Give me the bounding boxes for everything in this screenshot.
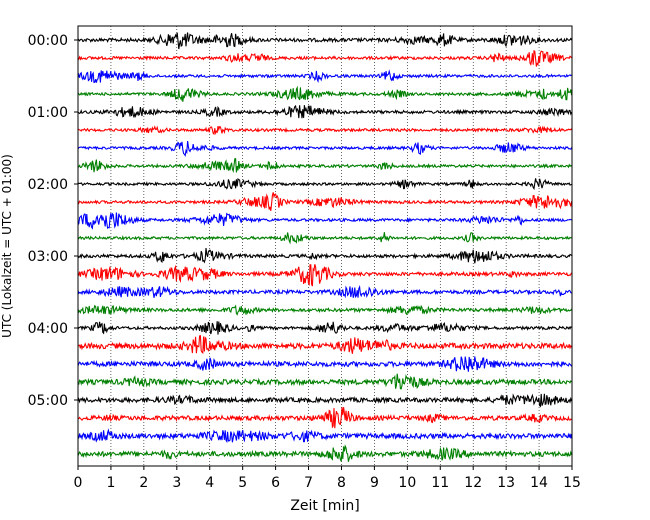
x-axis-ticks: 0 1 2 3 4 5 6 7 8 9 10 11 12 13 14 15 [74, 466, 581, 491]
seismic-trace [77, 444, 573, 462]
x-tick-label: 3 [172, 475, 181, 491]
y-tick-label: 02:00 [28, 177, 68, 193]
seismic-trace [77, 69, 572, 84]
y-tick-label: 04:00 [28, 321, 68, 337]
seismic-trace [77, 264, 573, 287]
x-tick-label: 4 [205, 475, 214, 491]
seismic-trace [77, 232, 572, 245]
x-tick-label: 2 [139, 475, 148, 491]
x-tick-label: 8 [337, 475, 346, 491]
seismic-trace [77, 125, 573, 136]
seismic-trace [77, 177, 572, 190]
y-tick-label: 05:00 [28, 393, 68, 409]
y-tick-label: 03:00 [28, 249, 68, 265]
seismic-trace [77, 140, 573, 158]
seismic-trace [77, 304, 573, 316]
seismic-trace [77, 50, 573, 67]
y-tick-label: 01:00 [28, 105, 68, 121]
seismic-trace [77, 32, 573, 50]
x-tick-label: 10 [398, 475, 416, 491]
plot-background [78, 26, 572, 466]
seismic-trace [77, 407, 572, 429]
x-tick-label: 7 [304, 475, 313, 491]
seismic-trace [77, 334, 573, 355]
seismic-trace [77, 321, 572, 335]
x-gridlines [110, 26, 540, 466]
seismic-trace [77, 158, 572, 174]
seismic-trace [77, 85, 573, 102]
x-tick-label: 11 [431, 475, 449, 491]
seismic-traces [77, 32, 573, 462]
seismic-trace [77, 192, 573, 211]
y-tick-label: 00:00 [28, 33, 68, 49]
seismic-trace [77, 247, 572, 264]
x-tick-label: 13 [497, 475, 515, 491]
x-tick-label: 6 [271, 475, 280, 491]
seismic-trace [77, 284, 572, 299]
seismic-trace [77, 104, 573, 119]
x-tick-label: 1 [106, 475, 115, 491]
x-tick-label: 12 [464, 475, 482, 491]
x-tick-label: 9 [370, 475, 379, 491]
seismic-trace [77, 356, 573, 372]
x-tick-label: 15 [563, 475, 581, 491]
seismic-trace [77, 373, 572, 390]
plot-frame [77, 25, 573, 467]
seismic-trace [77, 393, 573, 408]
x-tick-label: 0 [74, 475, 83, 491]
y-axis-ticks: 00:00 01:00 02:00 03:00 04:00 05:00 [28, 33, 78, 409]
x-tick-label: 14 [530, 475, 548, 491]
seismic-trace [77, 428, 573, 444]
x-tick-label: 5 [238, 475, 247, 491]
y-axis-label: UTC (Lokalzeit = UTC + 01:00) [0, 154, 14, 338]
x-axis-label: Zeit [min] [290, 498, 359, 514]
seismic-trace [77, 212, 572, 230]
